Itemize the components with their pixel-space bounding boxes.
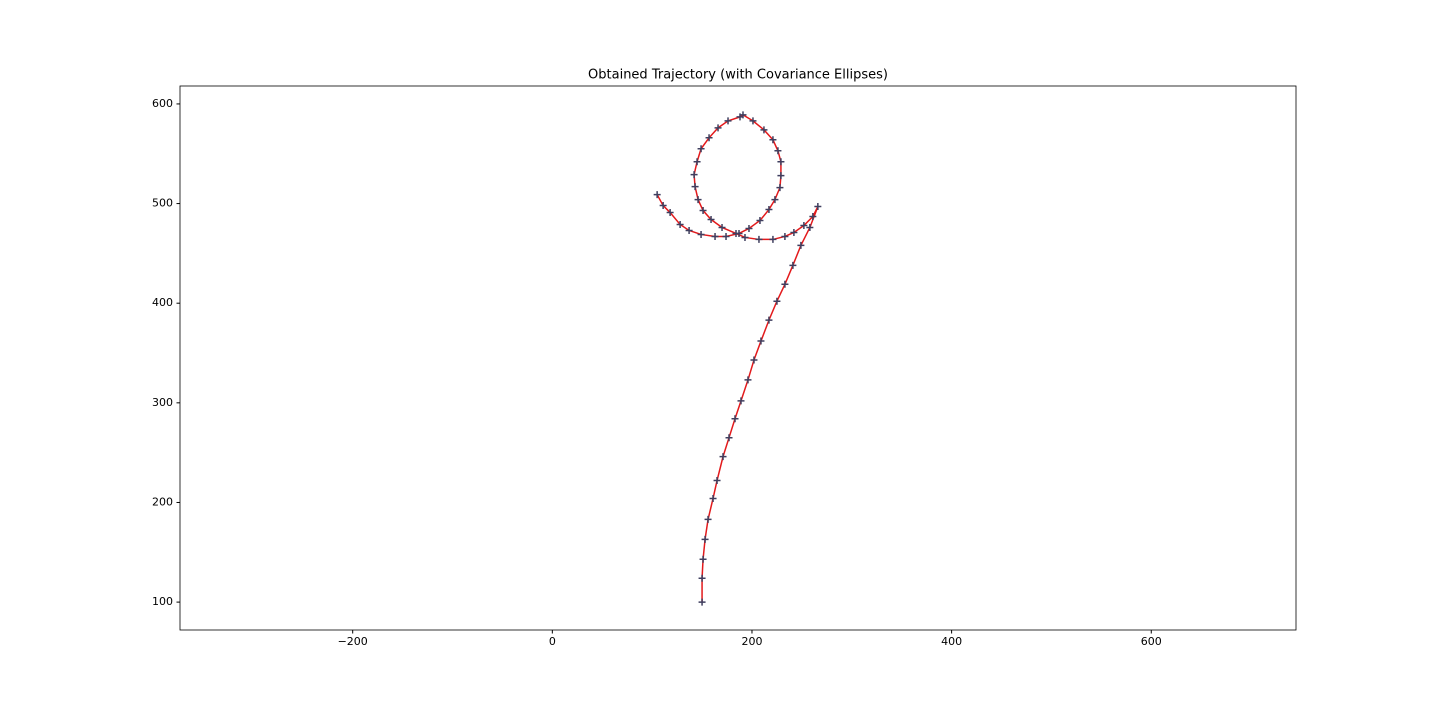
marker [724,117,732,125]
marker [765,206,773,214]
marker [719,453,727,461]
marker [769,235,777,243]
marker [789,261,797,269]
marker [701,535,709,543]
marker [711,232,719,240]
marker [739,111,747,119]
marker [774,147,782,155]
marker [693,158,701,166]
marker [690,171,698,179]
marker [697,230,705,238]
y-tick-label: 500 [152,197,173,210]
marker [756,217,764,225]
marker [760,126,768,134]
marker [776,184,784,192]
marker [755,235,763,243]
marker [722,232,730,240]
marker [691,183,699,191]
marker [765,316,773,324]
marker [713,477,721,485]
marker [749,117,757,125]
marker [704,515,712,523]
marker [806,223,814,231]
marker [699,207,707,215]
marker [694,196,702,204]
marker [709,494,717,502]
marker [745,224,753,232]
marker [757,337,765,345]
marker [773,297,781,305]
marker [659,202,667,210]
y-tick-label: 400 [152,296,173,309]
chart-title: Obtained Trajectory (with Covariance Ell… [588,68,888,83]
marker [698,598,706,606]
marker [741,233,749,241]
marker [771,196,779,204]
marker [814,203,822,211]
marker [699,555,707,563]
y-tick-label: 100 [152,595,173,608]
x-tick-label: 0 [549,635,556,648]
marker [769,136,777,144]
marker [705,134,713,142]
marker [777,158,785,166]
marker [718,223,726,231]
marker [653,191,661,199]
x-tick-label: 200 [741,635,762,648]
marker [809,213,817,221]
marker [714,124,722,132]
marker [685,226,693,234]
marker [676,220,684,228]
y-tick-label: 200 [152,495,173,508]
marker [697,145,705,153]
marker [781,232,789,240]
plot-frame [179,85,1297,631]
marker [781,280,789,288]
marker [735,229,743,237]
marker [790,228,798,236]
marker [750,356,758,364]
marker [731,415,739,423]
marker [698,574,706,582]
trajectory-line [656,114,819,603]
y-tick-label: 300 [152,396,173,409]
marker [725,434,733,442]
y-tick-label: 600 [152,97,173,110]
x-tick-label: 400 [941,635,962,648]
marker [744,376,752,384]
x-tick-label: 600 [1141,635,1162,648]
marker [800,221,808,229]
x-tick-label: −200 [338,635,368,648]
marker [777,172,785,180]
marker [666,209,674,217]
marker [797,241,805,249]
marker [737,397,745,405]
marker [707,216,715,224]
